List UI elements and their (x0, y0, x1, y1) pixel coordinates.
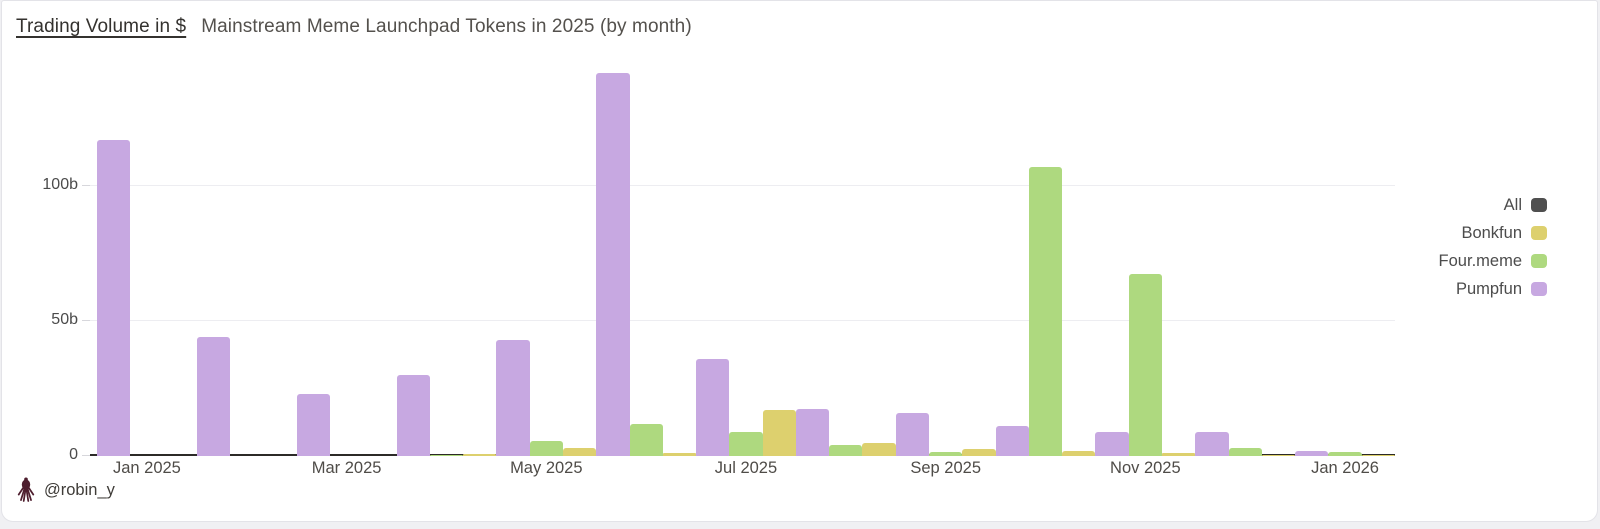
legend-item-four-meme[interactable]: Four.meme (1439, 247, 1547, 275)
y-axis: 0 50b 100b (2, 65, 78, 463)
legend-label: Bonkfun (1461, 223, 1522, 242)
legend-swatch-icon (1531, 226, 1547, 240)
bar-pumpfun-jan-2025[interactable] (97, 140, 131, 456)
month-group-jan-2025 (97, 65, 197, 456)
bar-four-meme-dec-2025[interactable] (1228, 447, 1262, 456)
month-group-dec-2025 (1195, 65, 1296, 456)
bar-pumpfun-may-2025[interactable] (496, 339, 530, 456)
bar-pumpfun-apr-2025[interactable] (396, 375, 430, 456)
bar-four-meme-nov-2025[interactable] (1128, 273, 1162, 456)
month-group-sep-2025 (895, 65, 996, 456)
bar-four-meme-aug-2025[interactable] (829, 445, 863, 456)
month-group-may-2025 (496, 65, 597, 456)
x-axis-labels: Jan 2025 Mar 2025 May 2025 Jul 2025 Sep 2025… (90, 459, 1395, 478)
x-axis-label-may-2025: May 2025 (510, 459, 583, 477)
bar-pumpfun-aug-2025[interactable] (795, 408, 830, 456)
x-axis-label-dec-2025 (1195, 459, 1295, 478)
y-tick-0 (82, 455, 90, 456)
bar-groups (90, 65, 1395, 456)
bar-pumpfun-oct-2025[interactable] (995, 426, 1029, 456)
bar-bonkfun-apr-2025[interactable] (463, 453, 497, 456)
bar-bonkfun-aug-2025[interactable] (862, 442, 896, 456)
attribution: @robin_y (15, 477, 115, 503)
month-group-jun-2025 (596, 65, 697, 456)
x-axis-label-oct-2025 (996, 459, 1096, 478)
bar-pumpfun-jun-2025[interactable] (596, 72, 630, 456)
author-logo-icon (15, 477, 37, 503)
y-axis-label: 50b (51, 311, 78, 328)
bar-four-meme-apr-2025[interactable] (429, 455, 464, 456)
bar-pumpfun-feb-2025[interactable] (196, 337, 231, 456)
bar-pumpfun-jan-2026[interactable] (1295, 450, 1329, 456)
legend-item-all[interactable]: All (1439, 191, 1547, 219)
chart-header: Trading Volume in $ Mainstream Meme Launc… (16, 16, 692, 38)
month-group-jul-2025 (696, 65, 796, 456)
legend-swatch-icon (1531, 198, 1547, 212)
bar-bonkfun-nov-2025[interactable] (1162, 453, 1196, 456)
x-axis-label-feb-2025 (197, 459, 297, 478)
bar-four-meme-jan-2026[interactable] (1328, 451, 1362, 456)
month-group-nov-2025 (1095, 65, 1196, 456)
author-handle: @robin_y (44, 480, 115, 499)
legend-swatch-icon (1531, 254, 1547, 268)
bar-bonkfun-jan-2026[interactable] (1361, 454, 1395, 456)
bar-bonkfun-may-2025[interactable] (562, 447, 597, 456)
legend-label: Four.meme (1438, 251, 1522, 270)
month-group-jan-2026 (1295, 65, 1395, 456)
x-axis-label-nov-2025: Nov 2025 (1110, 459, 1181, 477)
x-axis-label-jun-2025 (596, 459, 696, 478)
y-axis-label: 0 (69, 446, 78, 463)
bar-pumpfun-mar-2025[interactable] (296, 393, 330, 456)
x-axis-label-mar-2025: Mar 2025 (311, 459, 382, 477)
bar-four-meme-sep-2025[interactable] (929, 451, 963, 456)
x-axis-label-aug-2025 (796, 459, 896, 478)
bar-bonkfun-jun-2025[interactable] (662, 453, 697, 456)
bar-pumpfun-jul-2025[interactable] (696, 358, 730, 456)
y-tick-50b (82, 320, 90, 321)
gridline-100b (90, 185, 1395, 186)
x-axis-label-jul-2025: Jul 2025 (714, 459, 778, 477)
bar-pumpfun-dec-2025[interactable] (1195, 431, 1229, 456)
y-axis-label: 100b (42, 176, 78, 193)
bar-four-meme-oct-2025[interactable] (1028, 167, 1063, 456)
legend: All Bonkfun Four.meme Pumpfun (1439, 191, 1547, 303)
bar-pumpfun-sep-2025[interactable] (895, 412, 930, 456)
month-group-apr-2025 (396, 65, 497, 456)
legend-swatch-icon (1531, 282, 1547, 296)
x-axis-label-jan-2025: Jan 2025 (112, 459, 181, 477)
bar-bonkfun-sep-2025[interactable] (962, 449, 996, 456)
y-tick-100b (82, 185, 90, 186)
gridline-50b (90, 320, 1395, 321)
chart-title: Mainstream Meme Launchpad Tokens in 2025… (201, 16, 692, 37)
x-axis-label-apr-2025 (397, 459, 497, 478)
bar-pumpfun-nov-2025[interactable] (1095, 431, 1129, 456)
legend-label: All (1503, 195, 1522, 214)
bar-four-meme-jun-2025[interactable] (629, 423, 663, 456)
month-group-oct-2025 (995, 65, 1096, 456)
month-group-aug-2025 (795, 65, 896, 456)
bar-bonkfun-dec-2025[interactable] (1261, 454, 1296, 456)
month-group-mar-2025 (296, 65, 397, 456)
month-group-feb-2025 (196, 65, 297, 456)
legend-item-pumpfun[interactable]: Pumpfun (1439, 275, 1547, 303)
bar-bonkfun-jul-2025[interactable] (762, 410, 796, 456)
chart-plot-area (82, 65, 1395, 456)
legend-label: Pumpfun (1455, 279, 1522, 298)
bar-four-meme-jul-2025[interactable] (729, 431, 763, 456)
legend-item-bonkfun[interactable]: Bonkfun (1439, 219, 1547, 247)
title-link[interactable]: Trading Volume in $ (16, 16, 187, 37)
bar-bonkfun-oct-2025[interactable] (1062, 450, 1096, 456)
x-axis-label-sep-2025: Sep 2025 (910, 459, 981, 477)
bar-four-meme-may-2025[interactable] (529, 441, 563, 456)
x-axis-label-jan-2026: Jan 2026 (1311, 459, 1379, 477)
